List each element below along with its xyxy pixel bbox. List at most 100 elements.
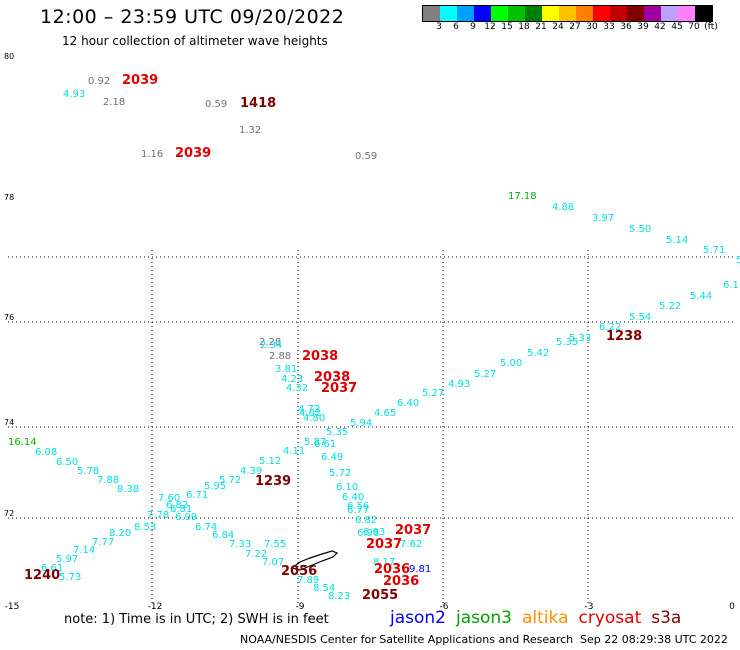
wave-height-value: 6.99 xyxy=(175,512,197,523)
wave-height-value: 7.88 xyxy=(97,475,119,486)
wave-height-value: 6.77 xyxy=(347,505,369,516)
color-swatch xyxy=(559,6,576,21)
legend-item-cryosat: cryosat xyxy=(578,608,642,628)
wave-height-value: 5.12 xyxy=(259,456,281,467)
wave-height-value: 4.65 xyxy=(374,408,396,419)
wave-height-value: 4.82 xyxy=(299,408,321,419)
color-scale-label: 33 xyxy=(603,22,615,32)
wave-height-value: 5.71 xyxy=(703,245,725,256)
legend-item-altika: altika xyxy=(522,608,569,628)
wave-height-value: 6.61 xyxy=(41,563,63,574)
wave-height-value: 7.62 xyxy=(400,539,422,550)
color-swatch xyxy=(661,6,678,21)
wave-height-value: 9.81 xyxy=(409,564,431,575)
wave-height-value: 7.55 xyxy=(264,539,286,550)
wave-height-value: 6.10 xyxy=(336,482,358,493)
y-tick-label: 78 xyxy=(4,193,14,202)
wave-height-value: 5.72 xyxy=(219,475,241,486)
color-swatch xyxy=(491,6,508,21)
color-swatch xyxy=(542,6,559,21)
jan-mayen-coastline xyxy=(290,550,339,571)
wave-height-value: 8.23 xyxy=(328,591,350,602)
wave-height-value: 5.95 xyxy=(204,481,226,492)
time-label: 2038 xyxy=(314,370,350,385)
wave-height-value: 6.96 xyxy=(357,528,379,539)
time-label: 2055 xyxy=(362,588,398,603)
wave-height-value: 5.22 xyxy=(659,301,681,312)
wave-height-value: 6.93 xyxy=(363,527,385,538)
wave-height-value: 2.88 xyxy=(269,351,291,362)
wave-height-value: 7.89 xyxy=(297,575,319,586)
wave-height-value: 7.14 xyxy=(73,545,95,556)
footnote: note: 1) Time is in UTC; 2) SWH is in fe… xyxy=(64,612,329,627)
color-scale-label: 42 xyxy=(654,22,666,32)
wave-height-value: 6.74 xyxy=(195,522,217,533)
color-scale-label: 6 xyxy=(453,22,459,32)
wave-height-value: 6.81 xyxy=(170,504,192,515)
wave-height-value: 5.14 xyxy=(666,235,688,246)
wave-height-value: 4.93 xyxy=(448,379,470,390)
wave-height-value: 8.17 xyxy=(373,557,395,568)
time-label: 2038 xyxy=(302,349,338,364)
wave-height-value: 6.61 xyxy=(314,439,336,450)
x-tick-label: -15 xyxy=(5,602,20,612)
wave-height-value: 2.28 xyxy=(259,337,281,348)
x-tick-label: -12 xyxy=(148,602,163,612)
wave-height-value: 8.20 xyxy=(109,528,131,539)
color-scale-label: (ft) xyxy=(704,22,718,32)
color-scale-label: 45 xyxy=(671,22,683,32)
color-swatch xyxy=(457,6,474,21)
wave-height-value: 4.39 xyxy=(240,466,262,477)
wave-height-value: 5.42 xyxy=(527,348,549,359)
time-label: 2037 xyxy=(366,537,402,552)
color-scale-label: 27 xyxy=(569,22,581,32)
y-tick-label: 72 xyxy=(4,509,14,518)
color-swatch xyxy=(423,6,440,21)
y-tick-label: 76 xyxy=(4,313,14,322)
wave-height-value: 5.35 xyxy=(556,337,578,348)
time-label: 2056 xyxy=(281,564,317,579)
color-swatch xyxy=(678,6,695,21)
wave-height-value: 4.32 xyxy=(286,383,308,394)
wave-height-value: 3.81 xyxy=(275,364,297,375)
wave-height-value: 6.08 xyxy=(35,447,57,458)
map-subtitle: 12 hour collection of altimeter wave hei… xyxy=(62,34,328,48)
wave-height-value: 4.80 xyxy=(303,413,325,424)
wave-height-labels: 0.92 2039 4.93 2.18 0.59 1418 1.32 1.16 2039 0.59… xyxy=(8,73,740,603)
time-label: 1240 xyxy=(24,568,60,583)
color-swatch xyxy=(593,6,610,21)
wave-height-value: 5.00 xyxy=(500,358,522,369)
wave-height-value: 5.72 xyxy=(329,468,351,479)
map-title: 12:00 – 23:59 UTC 09/20/2022 xyxy=(40,6,345,28)
wave-height-value: 4.23 xyxy=(281,374,303,385)
time-label: 1239 xyxy=(255,474,291,489)
wave-height-value: 5.35 xyxy=(326,427,348,438)
wave-height-value: 6.1 xyxy=(723,280,739,291)
color-scale-label: 3 xyxy=(436,22,442,32)
wave-height-value: 6.22 xyxy=(599,322,621,333)
color-scale-label: 36 xyxy=(620,22,632,32)
legend-item-jason3: jason3 xyxy=(456,608,512,628)
wave-height-value: 4.72 xyxy=(298,404,320,415)
x-tick-label: -3 xyxy=(585,602,594,612)
color-swatch xyxy=(474,6,491,21)
color-swatch xyxy=(695,6,712,21)
wave-height-value: 7.77 xyxy=(92,537,114,548)
wave-height-value: 6.49 xyxy=(321,452,343,463)
wave-height-value: 5.44 xyxy=(690,291,712,302)
wave-height-value: 5.33 xyxy=(569,333,591,344)
time-label: 1418 xyxy=(240,96,276,111)
wave-height-value: 7.78 xyxy=(147,510,169,521)
color-scale-label: 21 xyxy=(535,22,547,32)
wave-height-value: 2.18 xyxy=(103,97,125,108)
color-scale-bar xyxy=(422,5,713,22)
color-scale-label: 9 xyxy=(470,22,476,32)
wave-height-value: 6.71 xyxy=(186,490,208,501)
color-swatch xyxy=(610,6,627,21)
wave-height-value: 8.54 xyxy=(313,583,335,594)
x-tick-label: -9 xyxy=(296,602,305,612)
color-scale-label: 18 xyxy=(518,22,530,32)
color-swatch xyxy=(576,6,593,21)
wave-height-value: 16.14 xyxy=(8,437,37,448)
wave-height-value: 8.53 xyxy=(134,522,156,533)
